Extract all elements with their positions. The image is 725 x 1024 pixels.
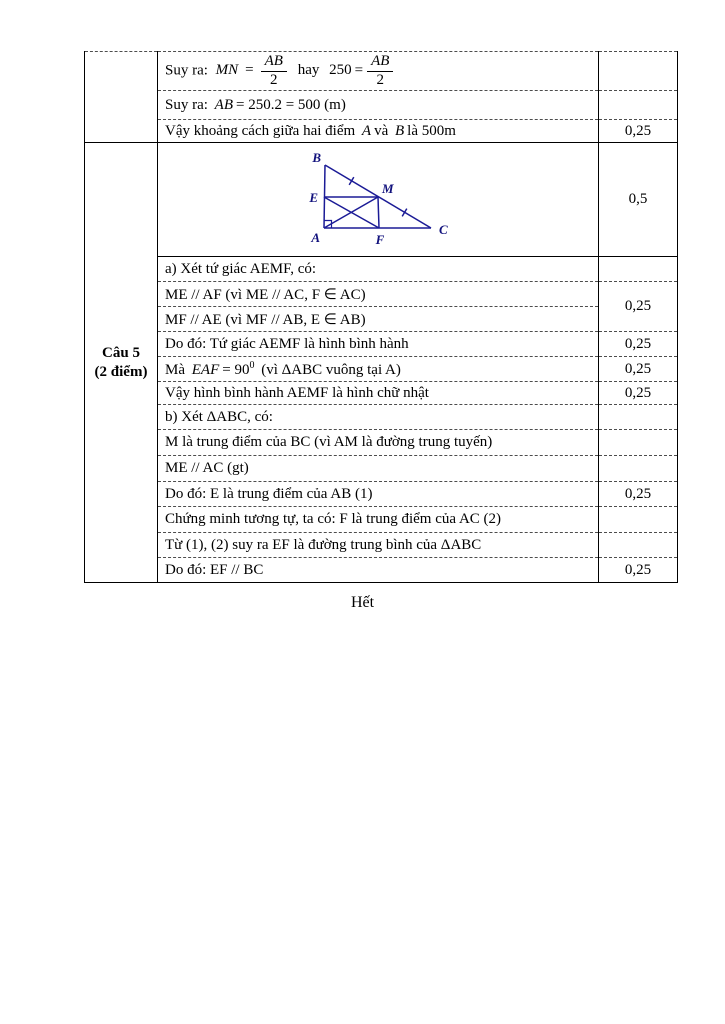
solution-line: a) Xét tứ giác AEMF, có: <box>157 256 599 282</box>
solution-line: Do đó: E là trung điểm của AB (1) <box>157 481 599 507</box>
word-va: và <box>374 122 389 139</box>
score-cell: 0,25 <box>598 356 678 382</box>
line-label: Suy ra: <box>165 62 208 79</box>
equation-rest: = 250.2 = 500 (m) <box>236 96 346 113</box>
score-cell: 0,25 <box>598 557 678 583</box>
score-cell: 0,5 <box>598 142 678 257</box>
solution-line: Suy ra: AB = 250.2 = 500 (m) <box>157 90 599 120</box>
tick-mark-mc <box>401 208 408 217</box>
score-cell <box>598 404 678 430</box>
math-var-b: B <box>395 122 405 139</box>
fraction-denominator: 2 <box>376 71 385 88</box>
conclusion-text: là 500m <box>407 122 456 139</box>
solution-line: Chứng minh tương tự, ta có: F là trung đ… <box>157 506 599 533</box>
score-cell <box>598 532 678 558</box>
answer-key-table: Suy ra: MN = AB 2 hay 250 = AB 2 Suy ra: AB = 2… <box>84 51 678 583</box>
vertex-label-m: M <box>381 181 394 196</box>
tick-mark-bm <box>348 176 355 186</box>
geometry-figure: B E A F C M <box>308 150 448 247</box>
question-points: (2 điểm) <box>94 363 148 380</box>
math-var-ab: AB <box>214 96 233 113</box>
vertex-label-e: E <box>308 190 318 205</box>
question-number: Câu 5 <box>102 344 140 361</box>
vertex-label-a: A <box>310 230 320 245</box>
fraction-denominator: 2 <box>270 71 278 88</box>
equation-part: = 90 <box>222 361 250 378</box>
score-cell: 0,25 <box>598 119 678 143</box>
line-suffix: (vì ΔABC vuông tại A) <box>261 361 401 378</box>
solution-line: Mà EAF = 900 (vì ΔABC vuông tại A) <box>157 356 599 382</box>
vertex-label-c: C <box>439 222 448 237</box>
vertex-label-b: B <box>311 150 321 165</box>
solution-line: Do đó: Tứ giác AEMF là hình bình hành <box>157 331 599 357</box>
fraction-numerator: AB <box>367 53 394 72</box>
fraction-ab-over-2: AB 2 <box>260 53 287 89</box>
math-var-mn: MN <box>215 62 239 79</box>
vertex-label-f: F <box>375 232 385 247</box>
solution-line: b) Xét ΔABC, có: <box>157 404 599 430</box>
solution-line: Vậy hình bình hành AEMF là hình chữ nhật <box>157 381 599 405</box>
solution-line: Do đó: EF // BC <box>157 557 599 583</box>
score-cell: 0,25 <box>598 481 678 507</box>
solution-line: Từ (1), (2) suy ra EF là đường trung bìn… <box>157 532 599 558</box>
solution-line: ME // AF (vì ME // AC, F ∈ AC) <box>157 281 599 307</box>
math-var-a: A <box>361 122 372 139</box>
figure-cell: B E A F C M <box>157 142 599 257</box>
fraction-numerator: AB <box>260 53 287 72</box>
equals-sign: = <box>354 62 364 79</box>
score-cell <box>598 51 678 91</box>
score-cell: 0,25 <box>598 381 678 405</box>
line-label: Suy ra: <box>165 96 208 113</box>
solution-line: MF // AE (vì MF // AB, E ∈ AB) <box>157 306 599 332</box>
question-label-cell-empty <box>84 51 158 143</box>
score-cell <box>598 455 678 482</box>
end-of-document-text: Hết <box>350 594 375 611</box>
question-label-cell: Câu 5 (2 điểm) <box>84 142 158 583</box>
segment-mf <box>377 196 380 229</box>
score-cell <box>598 506 678 533</box>
score-cell <box>598 90 678 120</box>
equals-sign: = <box>245 62 254 79</box>
number-250: 250 <box>329 62 352 79</box>
score-cell: 0,25 <box>598 331 678 357</box>
fraction-ab-over-2: AB 2 <box>367 53 394 89</box>
right-angle-mark <box>324 219 333 228</box>
line-prefix: Mà <box>165 361 185 378</box>
score-cell-merged: 0,25 <box>598 281 678 332</box>
word-hay: hay <box>297 62 320 79</box>
superscript-zero: 0 <box>249 359 255 371</box>
conclusion-text: Vậy khoảng cách giữa hai điểm <box>165 122 356 139</box>
solution-line: Suy ra: MN = AB 2 hay 250 = AB 2 <box>157 51 599 91</box>
score-cell <box>598 429 678 456</box>
solution-line: M là trung điểm của BC (vì AM là đường t… <box>157 429 599 456</box>
segment-am <box>323 196 379 229</box>
score-cell <box>598 256 678 282</box>
math-var-eaf: EAF <box>191 361 220 378</box>
solution-line: ME // AC (gt) <box>157 455 599 482</box>
